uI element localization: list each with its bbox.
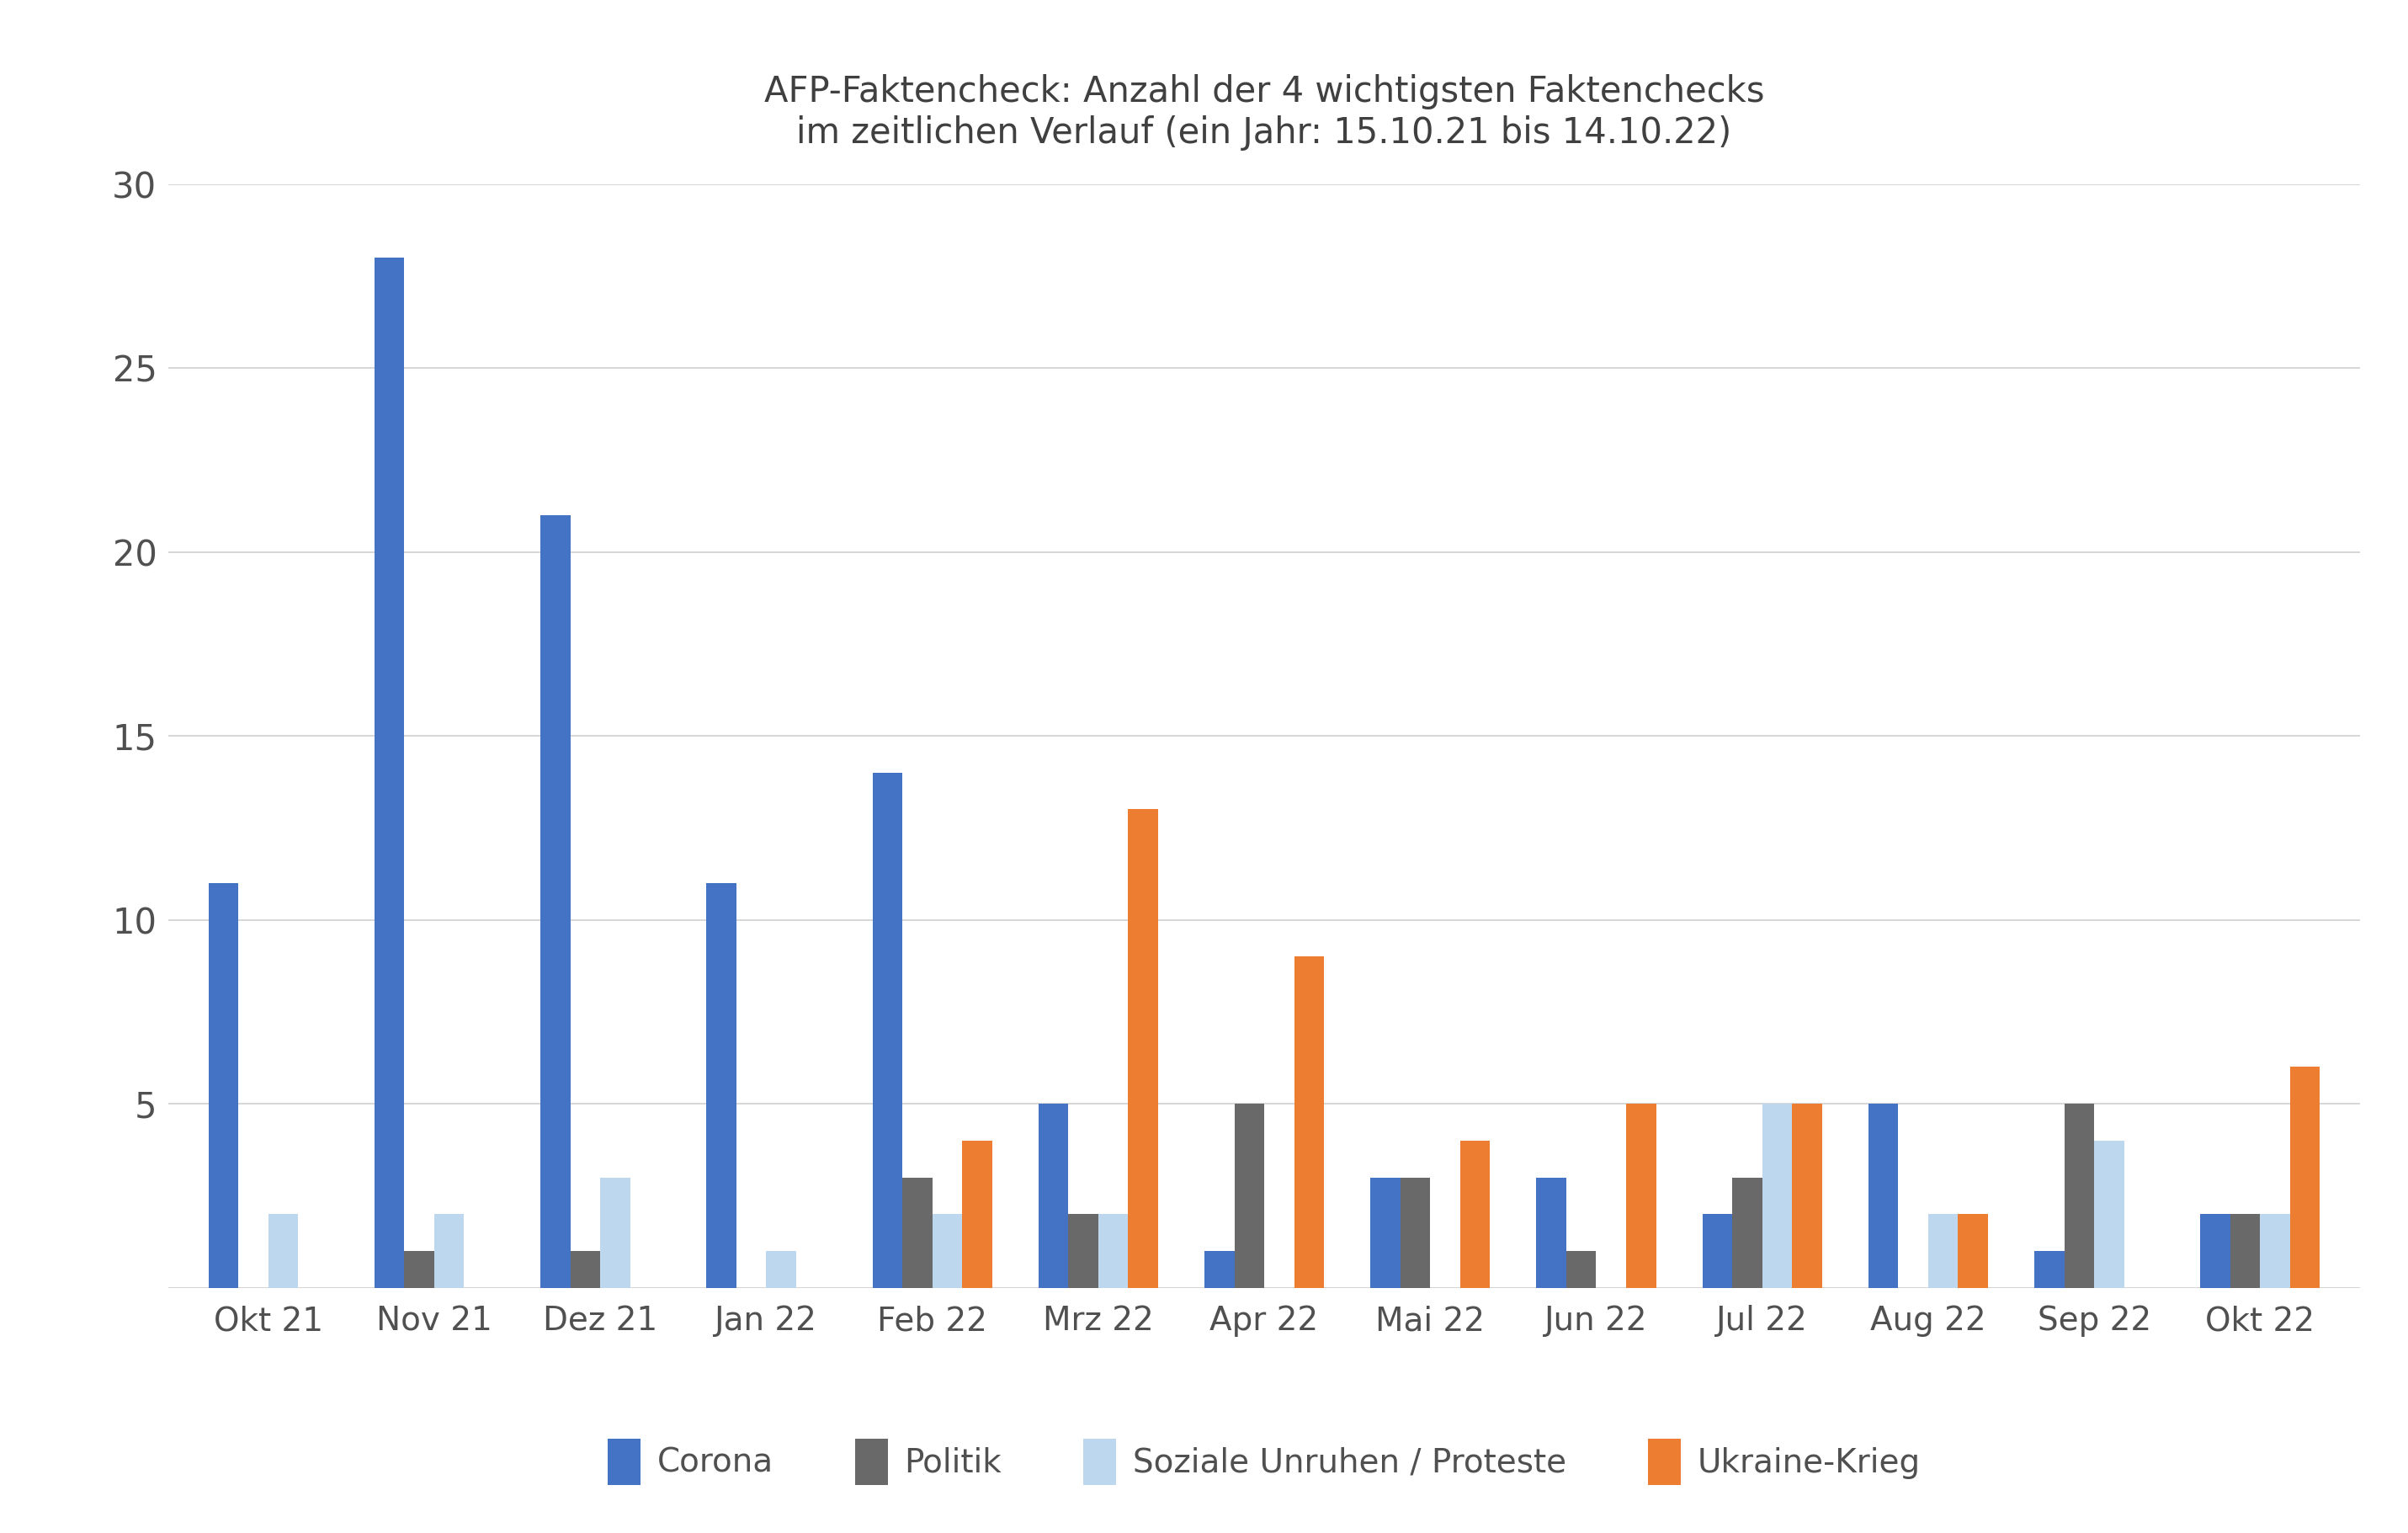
Bar <box>2290 1067 2319 1288</box>
Bar <box>2035 1251 2064 1288</box>
Bar <box>1069 1214 1098 1288</box>
Bar <box>903 1177 932 1288</box>
Bar <box>1536 1177 1565 1288</box>
Bar <box>1038 1104 1069 1288</box>
Bar <box>433 1214 465 1288</box>
Bar <box>571 1251 600 1288</box>
Bar <box>1929 1214 1958 1288</box>
Legend: Corona, Politik, Soziale Unruhen / Proteste, Ukraine-Krieg: Corona, Politik, Soziale Unruhen / Prote… <box>595 1426 1934 1498</box>
Bar <box>932 1214 963 1288</box>
Bar <box>1763 1104 1792 1288</box>
Bar <box>1625 1104 1657 1288</box>
Bar <box>1702 1214 1731 1288</box>
Bar <box>1401 1177 1430 1288</box>
Bar <box>2230 1214 2261 1288</box>
Bar <box>373 258 405 1288</box>
Bar <box>1293 957 1324 1288</box>
Bar <box>766 1251 797 1288</box>
Bar <box>1565 1251 1597 1288</box>
Bar <box>872 773 903 1288</box>
Title: AFP-Faktencheck: Anzahl der 4 wichtigsten Faktenchecks
im zeitlichen Verlauf (ei: AFP-Faktencheck: Anzahl der 4 wichtigste… <box>763 74 1765 150</box>
Bar <box>2201 1214 2230 1288</box>
Bar <box>706 883 737 1288</box>
Bar <box>1098 1214 1127 1288</box>
Bar <box>1958 1214 1989 1288</box>
Bar <box>2261 1214 2290 1288</box>
Bar <box>267 1214 299 1288</box>
Bar <box>2064 1104 2095 1288</box>
Bar <box>1792 1104 1823 1288</box>
Bar <box>1235 1104 1264 1288</box>
Bar <box>405 1251 433 1288</box>
Bar <box>2095 1141 2124 1288</box>
Bar <box>1869 1104 1898 1288</box>
Bar <box>1127 809 1158 1288</box>
Bar <box>539 515 571 1288</box>
Bar <box>1370 1177 1401 1288</box>
Bar <box>1204 1251 1235 1288</box>
Bar <box>1459 1141 1491 1288</box>
Bar <box>209 883 238 1288</box>
Bar <box>963 1141 992 1288</box>
Bar <box>600 1177 631 1288</box>
Bar <box>1731 1177 1763 1288</box>
